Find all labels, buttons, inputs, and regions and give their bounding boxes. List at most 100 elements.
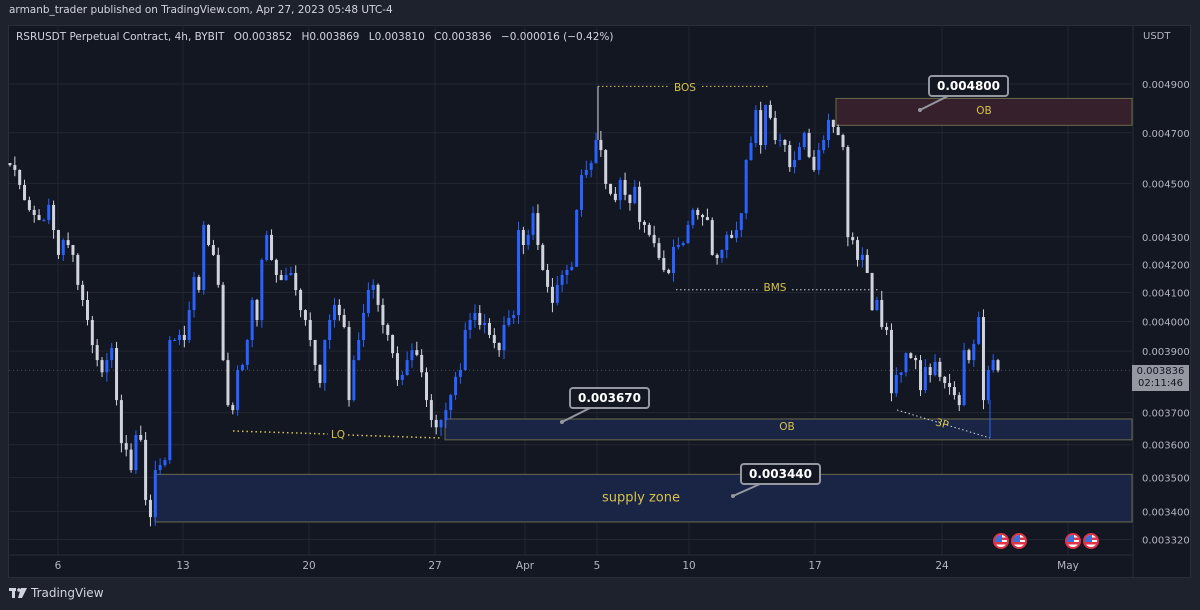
candle bbox=[676, 237, 680, 250]
candle bbox=[996, 358, 1000, 373]
candle-body bbox=[943, 376, 947, 383]
price-tick-label: 0.004000 bbox=[1142, 317, 1190, 328]
supply-zone-label[interactable]: supply zone bbox=[602, 490, 680, 506]
ob-upper-zone bbox=[835, 97, 1133, 126]
candle bbox=[425, 367, 429, 407]
time-tick-label: 17 bbox=[808, 560, 821, 572]
candle bbox=[231, 402, 235, 415]
candle bbox=[221, 282, 225, 362]
candle bbox=[899, 372, 903, 383]
candle bbox=[575, 209, 579, 267]
candle bbox=[192, 272, 196, 318]
close-value: 0.003836 bbox=[441, 31, 492, 43]
candle-body bbox=[289, 273, 293, 275]
candle bbox=[618, 177, 622, 210]
candle-body bbox=[395, 353, 399, 380]
candle-body bbox=[696, 209, 700, 215]
candle bbox=[628, 194, 632, 211]
candle-body bbox=[265, 234, 269, 260]
candle-body bbox=[454, 376, 458, 396]
candle-body bbox=[115, 348, 119, 401]
candle-body bbox=[923, 367, 927, 391]
candle-body bbox=[517, 230, 521, 316]
candle-body bbox=[153, 470, 157, 518]
price-tick-label: 0.004300 bbox=[1142, 233, 1190, 244]
candle-body bbox=[575, 209, 579, 267]
candle bbox=[386, 323, 390, 341]
ob-upper-label[interactable]: OB bbox=[976, 105, 992, 117]
candle bbox=[463, 322, 467, 371]
candle-body bbox=[211, 245, 215, 255]
callout-0-004800[interactable]: 0.004800 bbox=[928, 75, 1010, 97]
candle-body bbox=[981, 317, 985, 401]
candle bbox=[197, 274, 201, 293]
candle-body bbox=[52, 204, 56, 231]
candle-body bbox=[570, 266, 574, 270]
candle bbox=[347, 321, 351, 407]
time-tick-label: 5 bbox=[594, 560, 601, 572]
candle-body bbox=[899, 372, 903, 376]
candle-body bbox=[42, 220, 46, 222]
lq-label[interactable]: LQ bbox=[330, 429, 346, 441]
candle bbox=[376, 283, 380, 312]
candle bbox=[294, 265, 298, 296]
candle-body bbox=[546, 269, 550, 287]
candle bbox=[715, 253, 719, 265]
candle-body bbox=[85, 299, 89, 320]
candle-body bbox=[764, 104, 768, 146]
us-flag-icon[interactable] bbox=[1011, 533, 1027, 549]
bms-label[interactable]: BMS bbox=[763, 282, 787, 294]
candle-body bbox=[434, 419, 438, 428]
candle bbox=[526, 229, 530, 250]
candle bbox=[95, 339, 99, 367]
candle bbox=[274, 258, 278, 283]
tradingview-logo-text[interactable]: TradingView bbox=[31, 586, 104, 600]
time-tick-label: 20 bbox=[302, 560, 315, 572]
candle-body bbox=[512, 315, 516, 318]
candle-body bbox=[381, 304, 385, 325]
price-tick-label: 0.004100 bbox=[1142, 289, 1190, 300]
candle-body bbox=[812, 156, 816, 170]
candle-body bbox=[739, 213, 743, 231]
candle-body bbox=[182, 334, 186, 341]
candle-body bbox=[618, 180, 622, 201]
candle bbox=[483, 314, 487, 334]
candle-body bbox=[715, 254, 719, 258]
candle-body bbox=[628, 194, 632, 204]
us-flag-icon[interactable] bbox=[1065, 533, 1081, 549]
us-flag-icon[interactable] bbox=[993, 533, 1009, 549]
candle bbox=[783, 139, 787, 153]
callout-0-003440[interactable]: 0.003440 bbox=[740, 463, 822, 485]
candle bbox=[904, 352, 908, 377]
candle bbox=[211, 239, 215, 256]
candle bbox=[541, 243, 545, 271]
us-flag-icon[interactable] bbox=[1083, 533, 1099, 549]
candle bbox=[642, 220, 646, 233]
candle-body bbox=[202, 224, 206, 290]
candle-body bbox=[967, 350, 971, 361]
candle bbox=[260, 258, 264, 328]
candle bbox=[207, 224, 211, 247]
candle bbox=[807, 128, 811, 159]
candle-body bbox=[144, 439, 148, 500]
candle bbox=[938, 357, 942, 382]
ob-lower-label[interactable]: OB bbox=[779, 421, 795, 433]
candle-body bbox=[274, 259, 278, 275]
candle-body bbox=[793, 159, 797, 168]
candle-body bbox=[168, 340, 172, 461]
candle bbox=[352, 355, 356, 402]
tradingview-footer: TradingView bbox=[9, 586, 104, 600]
candle bbox=[47, 198, 51, 225]
bos-label[interactable]: BOS bbox=[674, 82, 696, 94]
candle bbox=[71, 244, 75, 263]
candle-body bbox=[647, 224, 651, 235]
candle bbox=[236, 365, 240, 416]
candle-body bbox=[303, 310, 307, 320]
candle bbox=[531, 206, 535, 241]
candle-body bbox=[870, 273, 874, 311]
candle-body bbox=[977, 317, 981, 344]
symbol-title[interactable]: RSRUSDT Perpetual Contract, 4h, BYBIT bbox=[16, 31, 225, 43]
callout-0-003670[interactable]: 0.003670 bbox=[569, 387, 651, 409]
candle-body bbox=[642, 221, 646, 225]
